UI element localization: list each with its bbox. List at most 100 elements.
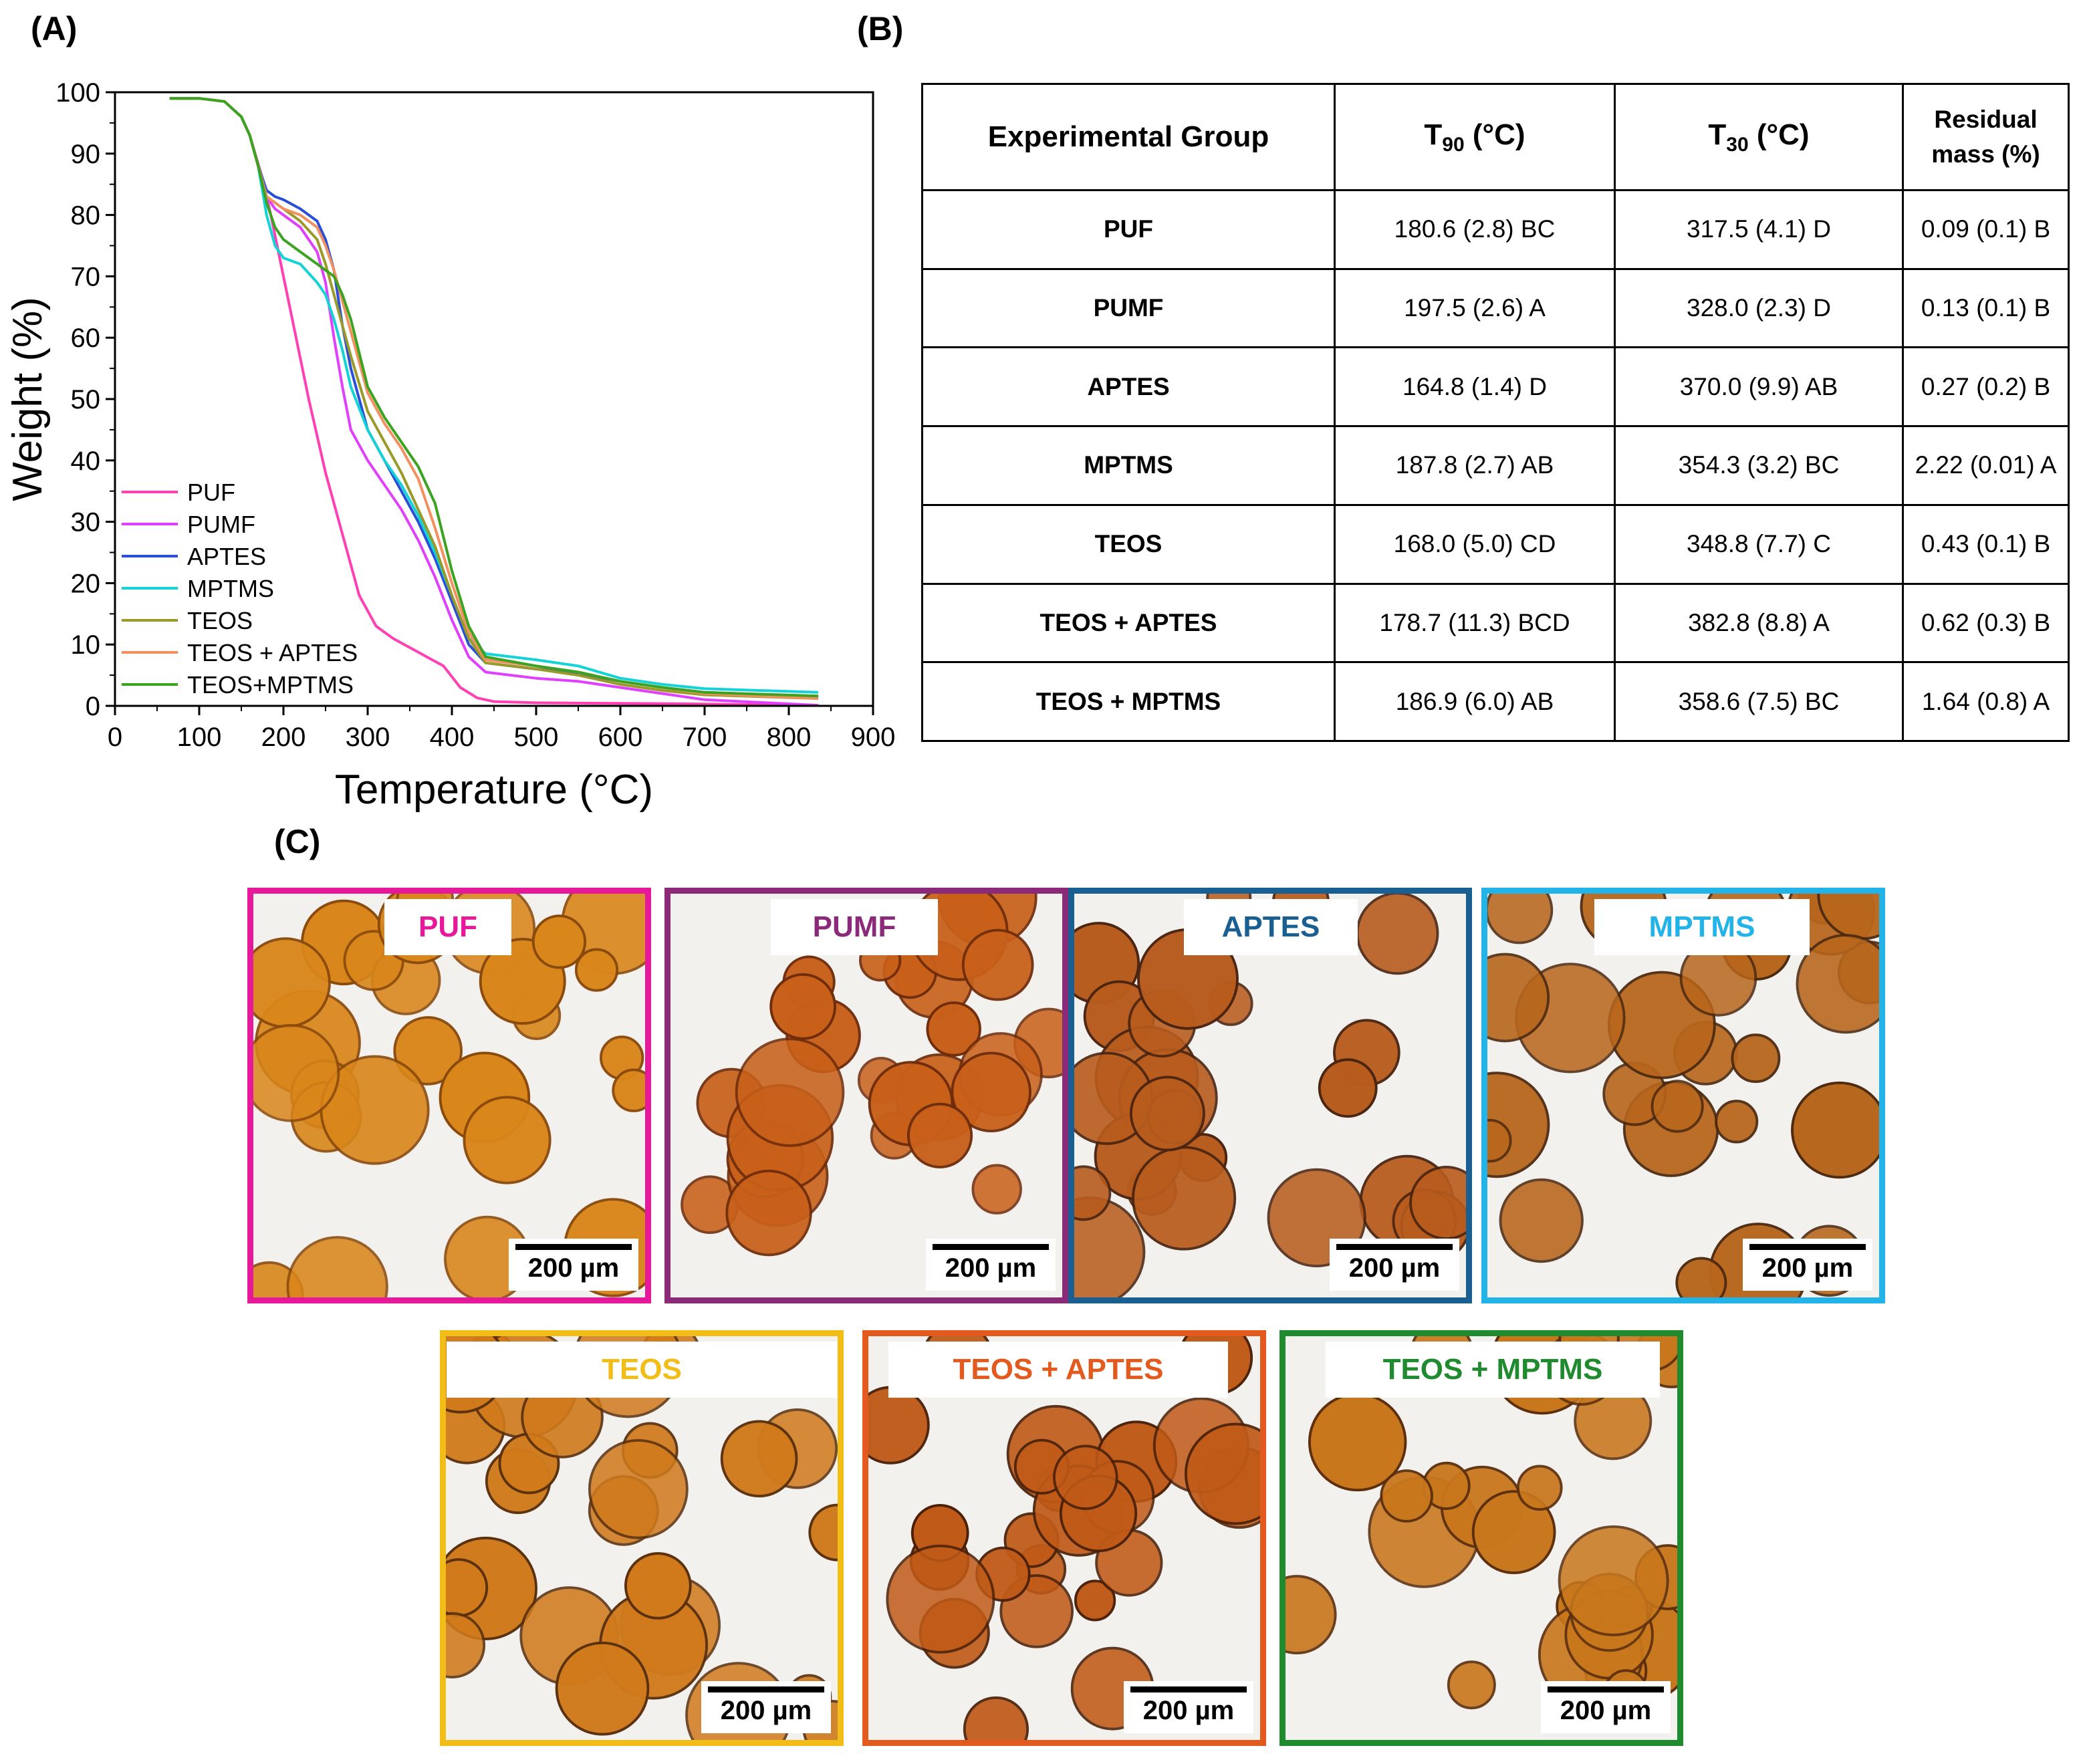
x-tick-label: 800: [767, 723, 812, 752]
microcapsule: [1558, 1525, 1669, 1636]
scale-bar-label: 200 µm: [1761, 1253, 1854, 1283]
t30-subscript: 30: [1726, 133, 1749, 156]
micrograph-label: PUMF: [771, 899, 938, 955]
header-t30: T30 (°C): [1614, 83, 1904, 191]
cell-residual: 0.27 (0.2) B: [1902, 346, 2070, 428]
microcapsule: [555, 1641, 650, 1736]
scale-bar-label: 200 µm: [945, 1253, 1037, 1283]
panel-label-b: (B): [857, 10, 904, 47]
table-header-row: Experimental Group T90 (°C) T30 (°C) Res…: [921, 83, 2070, 191]
cell-t90: 168.0 (5.0) CD: [1334, 503, 1616, 585]
y-tick-label: 100: [55, 78, 100, 108]
cell-group: TEOS + APTES: [921, 582, 1336, 664]
cell-residual: 0.13 (0.1) B: [1902, 267, 2070, 349]
microcapsule: [1487, 953, 1550, 1043]
micrograph-panel: PUF 200 µm: [247, 888, 651, 1303]
microcapsule: [725, 1169, 812, 1257]
scale-bar-line: [708, 1686, 824, 1692]
scale-bar-label: 200 µm: [1348, 1253, 1441, 1283]
microcapsule: [1184, 1422, 1260, 1525]
scale-bar-label: 200 µm: [720, 1696, 812, 1725]
panel-label-a: (A): [31, 10, 78, 47]
scale-bar-line: [933, 1244, 1049, 1250]
micrograph-label: MPTMS: [1594, 899, 1810, 955]
series-line-teos-mptms: [169, 97, 819, 698]
header-residual: Residual mass (%): [1902, 83, 2070, 191]
cell-residual: 0.62 (0.3) B: [1902, 582, 2070, 664]
cell-t90: 197.5 (2.6) A: [1334, 267, 1616, 349]
microcapsule: [1796, 934, 1879, 1034]
microcapsule: [808, 1503, 838, 1561]
microcapsule: [735, 1037, 845, 1147]
microcapsule: [886, 1544, 995, 1654]
microcapsule: [1731, 1033, 1781, 1084]
scale-bar-label: 200 µm: [527, 1253, 620, 1283]
micrograph-label: TEOS + MPTMS: [1326, 1342, 1660, 1398]
table-row: PUF 180.6 (2.8) BC 317.5 (4.1) D 0.09 (0.1)…: [921, 189, 2070, 270]
y-tick-label: 10: [71, 630, 101, 660]
cell-group: MPTMS: [921, 425, 1336, 506]
y-tick-label: 70: [71, 262, 101, 291]
chart-legend: PUF PUMF APTES MPTMS TEOS TEOS + APTES TEOS+MP…: [122, 479, 358, 699]
cell-residual: 0.09 (0.1) B: [1902, 189, 2070, 270]
cell-t30: 317.5 (4.1) D: [1614, 189, 1904, 270]
micrograph-panel: TEOS + MPTMS 200 µm: [1279, 1330, 1683, 1746]
cell-residual: 0.43 (0.1) B: [1902, 503, 2070, 585]
micrograph-image: [1487, 894, 1879, 1297]
legend-label: TEOS: [187, 607, 253, 634]
scale-bar-line: [1130, 1686, 1247, 1692]
legend-label: TEOS + APTES: [187, 639, 358, 666]
microcapsule: [1715, 1100, 1759, 1144]
tga-chart: 0 100 200 300 400 500 600 700 800 900 0 10 20 30 40 50…: [5, 78, 896, 813]
legend-label: PUF: [187, 479, 235, 506]
y-tick-label: 50: [71, 385, 101, 414]
micrograph-image: [1074, 894, 1466, 1297]
x-tick-label: 400: [430, 723, 475, 752]
cell-group: TEOS: [921, 503, 1336, 585]
x-tick-label: 500: [514, 723, 559, 752]
scale-bar: 200 µm: [509, 1239, 638, 1291]
t30-unit: (°C): [1748, 118, 1810, 151]
y-tick-label: 60: [71, 324, 101, 353]
cell-group: APTES: [921, 346, 1336, 428]
x-tick-label: 0: [108, 723, 122, 752]
microcapsule: [769, 973, 836, 1040]
microcapsule: [612, 1068, 645, 1112]
microcapsule: [1356, 894, 1439, 975]
microcapsule: [1487, 1118, 1512, 1163]
legend-label: TEOS+MPTMS: [187, 671, 354, 699]
table-body: PUF 180.6 (2.8) BC 317.5 (4.1) D 0.09 (0.1)…: [921, 189, 2070, 742]
microcapsule: [1380, 1469, 1433, 1523]
micrograph-label: PUF: [384, 899, 511, 955]
microcapsule: [951, 1051, 1031, 1133]
series-line-mptms: [169, 97, 819, 694]
legend-label: MPTMS: [187, 575, 274, 602]
micrograph-panel: APTES 200 µm: [1068, 888, 1472, 1303]
microcapsule: [1053, 1444, 1118, 1510]
series-line-aptes: [169, 97, 819, 699]
residual-line-1: Residual: [1934, 106, 2038, 133]
microcapsule: [393, 1016, 463, 1086]
table-row: MPTMS 187.8 (2.7) AB 354.3 (3.2) BC 2.22 (0…: [921, 425, 2070, 506]
microcapsule: [1675, 1257, 1727, 1297]
y-axis-ticks: 0 10 20 30 40 50 60 70 80 90 100: [55, 78, 115, 721]
table-row: TEOS 168.0 (5.0) CD 348.8 (7.7) C 0.43 (0.1…: [921, 503, 2070, 585]
cell-t90: 180.6 (2.8) BC: [1334, 189, 1616, 270]
panel-label-c: (C): [274, 823, 321, 860]
legend-label: PUMF: [187, 511, 255, 538]
y-tick-label: 20: [71, 569, 101, 598]
microcapsule: [1074, 1165, 1112, 1221]
microcapsule: [720, 1420, 798, 1498]
scale-bar-line: [1336, 1244, 1453, 1250]
x-tick-label: 600: [598, 723, 643, 752]
microcapsule: [868, 1386, 930, 1465]
microcapsule: [624, 1552, 692, 1620]
scale-bar: 200 µm: [926, 1239, 1056, 1291]
microcapsule: [1286, 1575, 1337, 1655]
x-tick-label: 900: [851, 723, 896, 752]
microcapsule: [531, 914, 587, 969]
scale-bar: 200 µm: [1541, 1681, 1671, 1733]
x-tick-label: 300: [346, 723, 390, 752]
cell-group: PUMF: [921, 267, 1336, 349]
scale-bar-line: [1548, 1686, 1664, 1692]
